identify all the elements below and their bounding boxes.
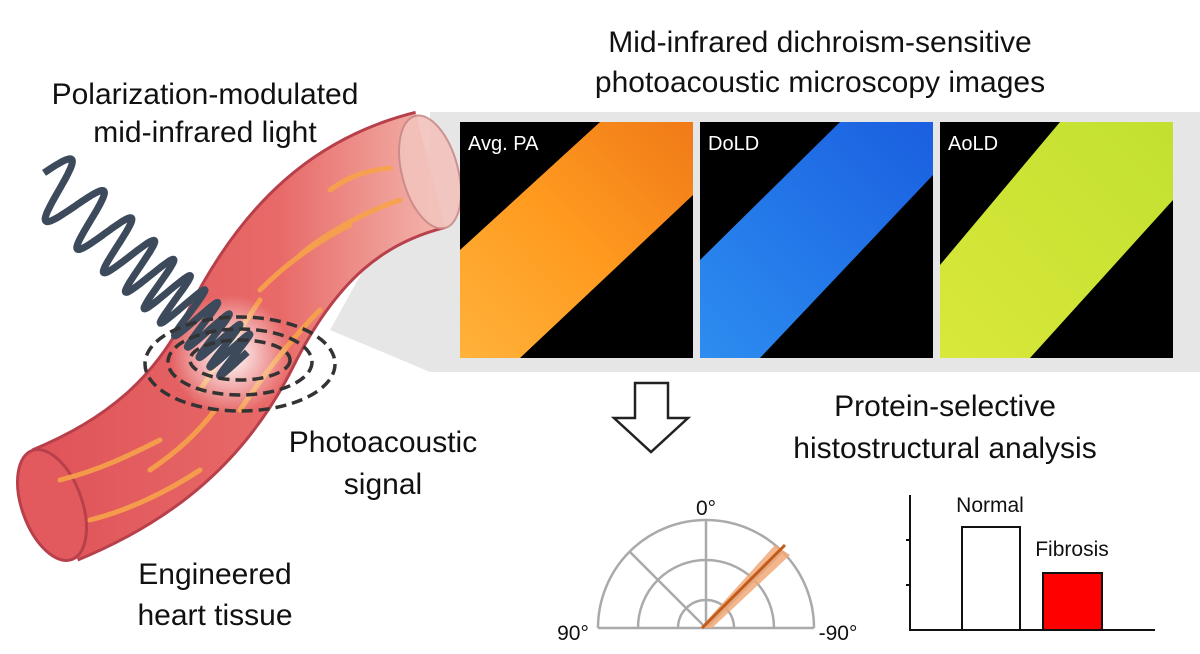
bar-chart bbox=[906, 495, 1155, 631]
left-title: Polarization-modulated bbox=[52, 78, 359, 111]
polar-label: 0° bbox=[696, 497, 716, 520]
polar-label: -90° bbox=[819, 622, 858, 645]
left-title: mid-infrared light bbox=[93, 116, 317, 149]
panel-label: AoLD bbox=[948, 133, 998, 155]
arrow bbox=[610, 381, 692, 454]
polar-plot bbox=[596, 518, 816, 630]
polar-label: 90° bbox=[557, 622, 589, 645]
bar-label: Fibrosis bbox=[1035, 538, 1109, 561]
panel-label: Avg. PA bbox=[468, 133, 539, 155]
signal-label: signal bbox=[344, 468, 422, 501]
analysis-title: Protein-selective bbox=[834, 390, 1056, 423]
microscopy-images bbox=[460, 122, 1173, 358]
acoustic-rings bbox=[143, 315, 337, 413]
signal-label: Photoacoustic bbox=[289, 426, 477, 459]
tissue-label: heart tissue bbox=[137, 599, 292, 632]
images-title: Mid-infrared dichroism-sensitive bbox=[608, 26, 1031, 59]
panel-label: DoLD bbox=[708, 133, 759, 155]
light-wave bbox=[41, 155, 254, 380]
images-title: photoacoustic microscopy images bbox=[595, 66, 1045, 99]
tissue-label: Engineered bbox=[138, 558, 291, 591]
analysis-title: histostructural analysis bbox=[793, 432, 1096, 465]
bar-label: Normal bbox=[956, 494, 1024, 517]
